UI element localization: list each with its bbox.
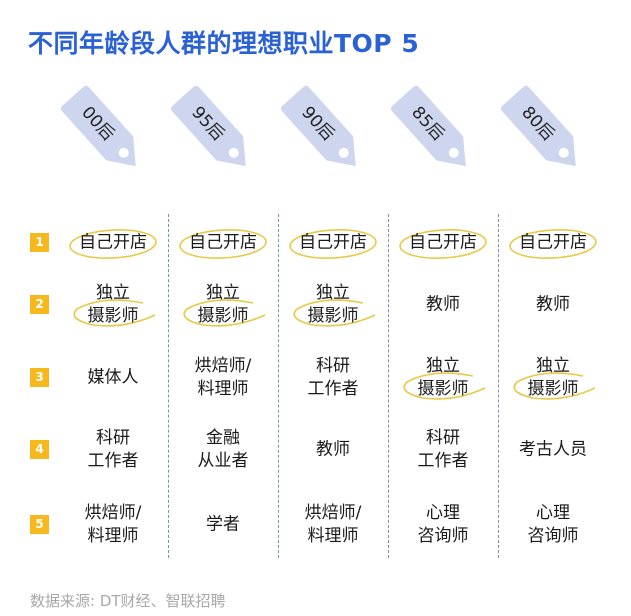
cell-line: 自己开店 — [299, 232, 367, 253]
tag-icon — [280, 85, 356, 167]
table-cell: 烘焙师/料理师 — [278, 502, 388, 548]
cell-line: 科研 — [426, 428, 460, 448]
cell-line: 摄影师 — [417, 379, 469, 399]
column-divider — [168, 214, 169, 558]
table-cell: 考古人员 — [498, 439, 608, 462]
cell-line: 摄影师 — [527, 379, 579, 399]
table-cell: 科研 工作者 — [58, 427, 168, 473]
cell-line: 料理师 — [307, 526, 359, 546]
tag-icon — [60, 85, 136, 167]
table-cell: 独立 摄影师 — [58, 282, 168, 328]
cell-line: 烘焙师/ — [304, 503, 362, 523]
cell-line: 自己开店 — [79, 232, 147, 253]
cell-line: 心理 — [426, 503, 460, 523]
tag-icon — [170, 85, 246, 167]
table-cell: 自己开店 — [498, 232, 608, 255]
table-cell: 学者 — [168, 514, 278, 537]
cell-line: 独立 — [206, 283, 240, 303]
column-tag-95后: 95后 — [167, 81, 264, 182]
cell-line: 摄影师 — [197, 306, 249, 326]
table-cell: 独立 摄影师 — [168, 282, 278, 328]
cell-line: 独立 — [316, 283, 350, 303]
cell-line: 自己开店 — [409, 232, 477, 253]
tag-icon — [500, 85, 576, 167]
column-divider — [498, 214, 499, 558]
table-cell: 心理 咨询师 — [498, 502, 608, 548]
table-cell: 教师 — [388, 294, 498, 317]
rank-badge: 4 — [30, 440, 49, 459]
column-tag-00后: 00后 — [57, 81, 154, 182]
cell-line: 自己开店 — [189, 232, 257, 253]
cell-line: 科研 — [316, 356, 350, 376]
page-title: 不同年龄段人群的理想职业TOP 5 — [28, 29, 420, 58]
table-cell: 自己开店 — [58, 232, 168, 255]
table-cell: 心理 咨询师 — [388, 502, 498, 548]
table-cell: 自己开店 — [388, 232, 498, 255]
table-cell: 自己开店 — [168, 232, 278, 255]
table-cell: 教师 — [278, 439, 388, 462]
cell-line: 料理师 — [87, 526, 139, 546]
data-source: 数据来源: DT财经、智联招聘 — [30, 592, 226, 610]
cell-line: 自己开店 — [519, 232, 587, 253]
column-divider — [388, 214, 389, 558]
table-cell: 独立 摄影师 — [278, 282, 388, 328]
column-divider — [278, 214, 279, 558]
tag-icon — [390, 85, 466, 167]
cell-line: 考古人员 — [519, 439, 587, 460]
cell-line: 媒体人 — [87, 367, 139, 388]
table-cell: 科研 工作者 — [278, 355, 388, 401]
table-cell: 自己开店 — [278, 232, 388, 255]
cell-line: 学者 — [206, 514, 240, 535]
cell-line: 金融 — [206, 428, 240, 448]
cell-line: 从业者 — [197, 451, 249, 471]
cell-line: 独立 — [96, 283, 130, 303]
column-tag-85后: 85后 — [387, 81, 484, 182]
cell-line: 摄影师 — [87, 306, 139, 326]
column-tag-90后: 90后 — [277, 81, 374, 182]
table-cell: 烘焙师/料理师 — [58, 502, 168, 548]
cell-line: 教师 — [536, 294, 570, 315]
cell-line: 教师 — [316, 439, 350, 460]
table-cell: 金融 从业者 — [168, 427, 278, 473]
cell-line: 烘焙师/ — [84, 503, 142, 523]
table-cell: 教师 — [498, 294, 608, 317]
cell-line: 咨询师 — [417, 526, 469, 546]
cell-line: 料理师 — [197, 379, 249, 399]
table-cell: 媒体人 — [58, 367, 168, 390]
table-cell: 独立 摄影师 — [388, 355, 498, 401]
column-tag-80后: 80后 — [497, 81, 594, 182]
cell-line: 心理 — [536, 503, 570, 523]
rank-badge: 5 — [30, 515, 49, 534]
rank-badge: 2 — [30, 295, 49, 314]
table-cell: 科研 工作者 — [388, 427, 498, 473]
table-cell: 烘焙师/料理师 — [168, 355, 278, 401]
cell-line: 工作者 — [417, 451, 469, 471]
table-cell: 独立 摄影师 — [498, 355, 608, 401]
cell-line: 摄影师 — [307, 306, 359, 326]
cell-line: 工作者 — [87, 451, 139, 471]
cell-line: 咨询师 — [527, 526, 579, 546]
cell-line: 工作者 — [307, 379, 359, 399]
cell-line: 烘焙师/ — [194, 356, 252, 376]
cell-line: 独立 — [536, 356, 570, 376]
cell-line: 科研 — [96, 428, 130, 448]
rank-badge: 1 — [30, 233, 49, 252]
cell-line: 教师 — [426, 294, 460, 315]
cell-line: 独立 — [426, 356, 460, 376]
rank-badge: 3 — [30, 368, 49, 387]
